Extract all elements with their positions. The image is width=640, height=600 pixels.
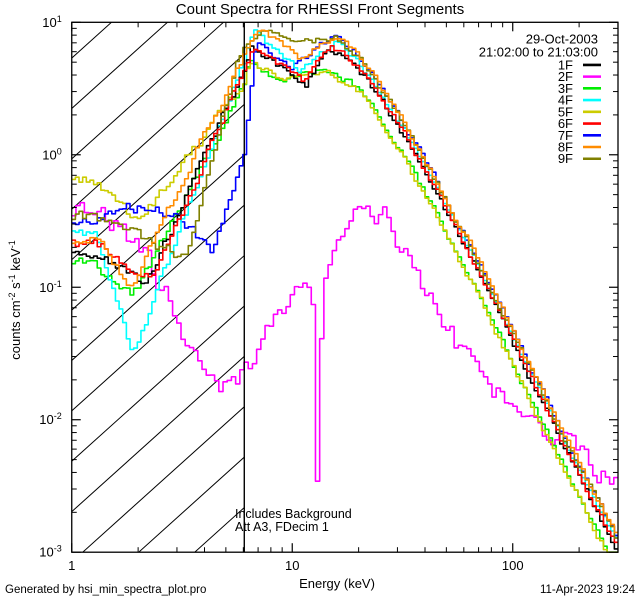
svg-text:Generated by hsi_min_spectra_p: Generated by hsi_min_spectra_plot.pro bbox=[5, 584, 206, 596]
svg-text:9F: 9F bbox=[558, 151, 573, 166]
svg-text:Energy (keV): Energy (keV) bbox=[299, 576, 375, 591]
svg-text:21:02:00 to 21:03:00: 21:02:00 to 21:03:00 bbox=[479, 45, 598, 60]
svg-text:Att A3, FDecim 1: Att A3, FDecim 1 bbox=[235, 520, 329, 534]
svg-text:Includes Background: Includes Background bbox=[235, 507, 352, 521]
svg-text:11-Apr-2023 19:24: 11-Apr-2023 19:24 bbox=[540, 584, 636, 596]
svg-text:1: 1 bbox=[68, 558, 75, 573]
svg-text:100: 100 bbox=[502, 558, 524, 573]
svg-text:10: 10 bbox=[285, 558, 299, 573]
svg-text:Count Spectra for RHESSI Front: Count Spectra for RHESSI Front Segments bbox=[176, 1, 464, 18]
